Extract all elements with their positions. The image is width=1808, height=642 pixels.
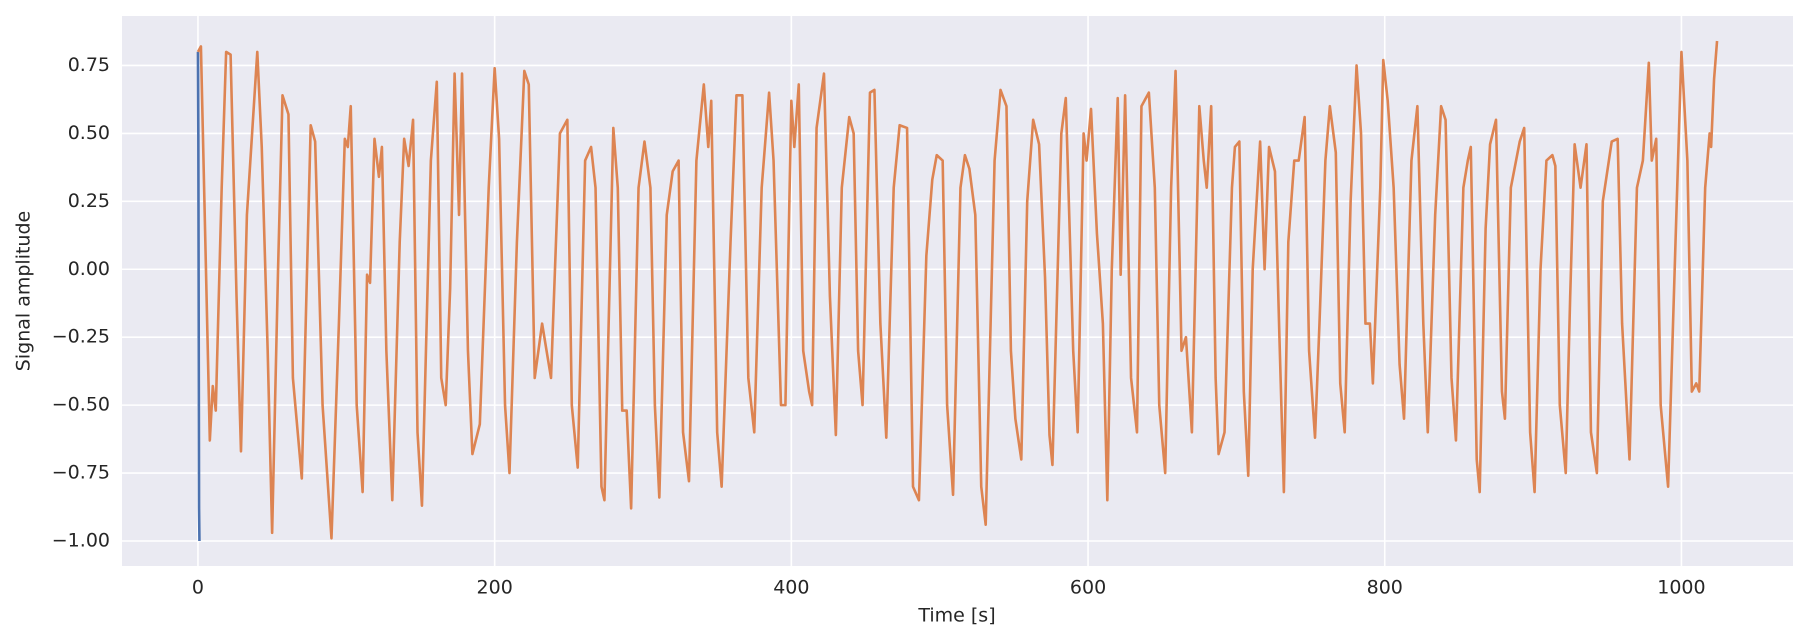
x-axis-label: Time [s] (917, 605, 995, 627)
y-tick-label: −0.25 (52, 326, 110, 348)
y-tick-label: 0.00 (68, 258, 110, 280)
x-tick-label: 0 (192, 577, 204, 599)
y-tick-label: 0.25 (68, 190, 110, 212)
data-line (196, 51, 201, 542)
data-line (196, 40, 1719, 540)
x-tick-label: 200 (477, 577, 513, 599)
y-tick-label: 0.50 (68, 122, 110, 144)
x-tick-label: 1000 (1657, 577, 1705, 599)
x-tick-label: 800 (1367, 577, 1403, 599)
y-tick-label: −0.50 (52, 394, 110, 416)
y-axis-label: Signal amplitude (13, 211, 35, 371)
x-tick-label: 400 (773, 577, 809, 599)
x-tick-label: 600 (1070, 577, 1106, 599)
y-tick-label: −1.00 (52, 530, 110, 552)
y-tick-label: 0.75 (68, 54, 110, 76)
y-tick-label: −0.75 (52, 462, 110, 484)
